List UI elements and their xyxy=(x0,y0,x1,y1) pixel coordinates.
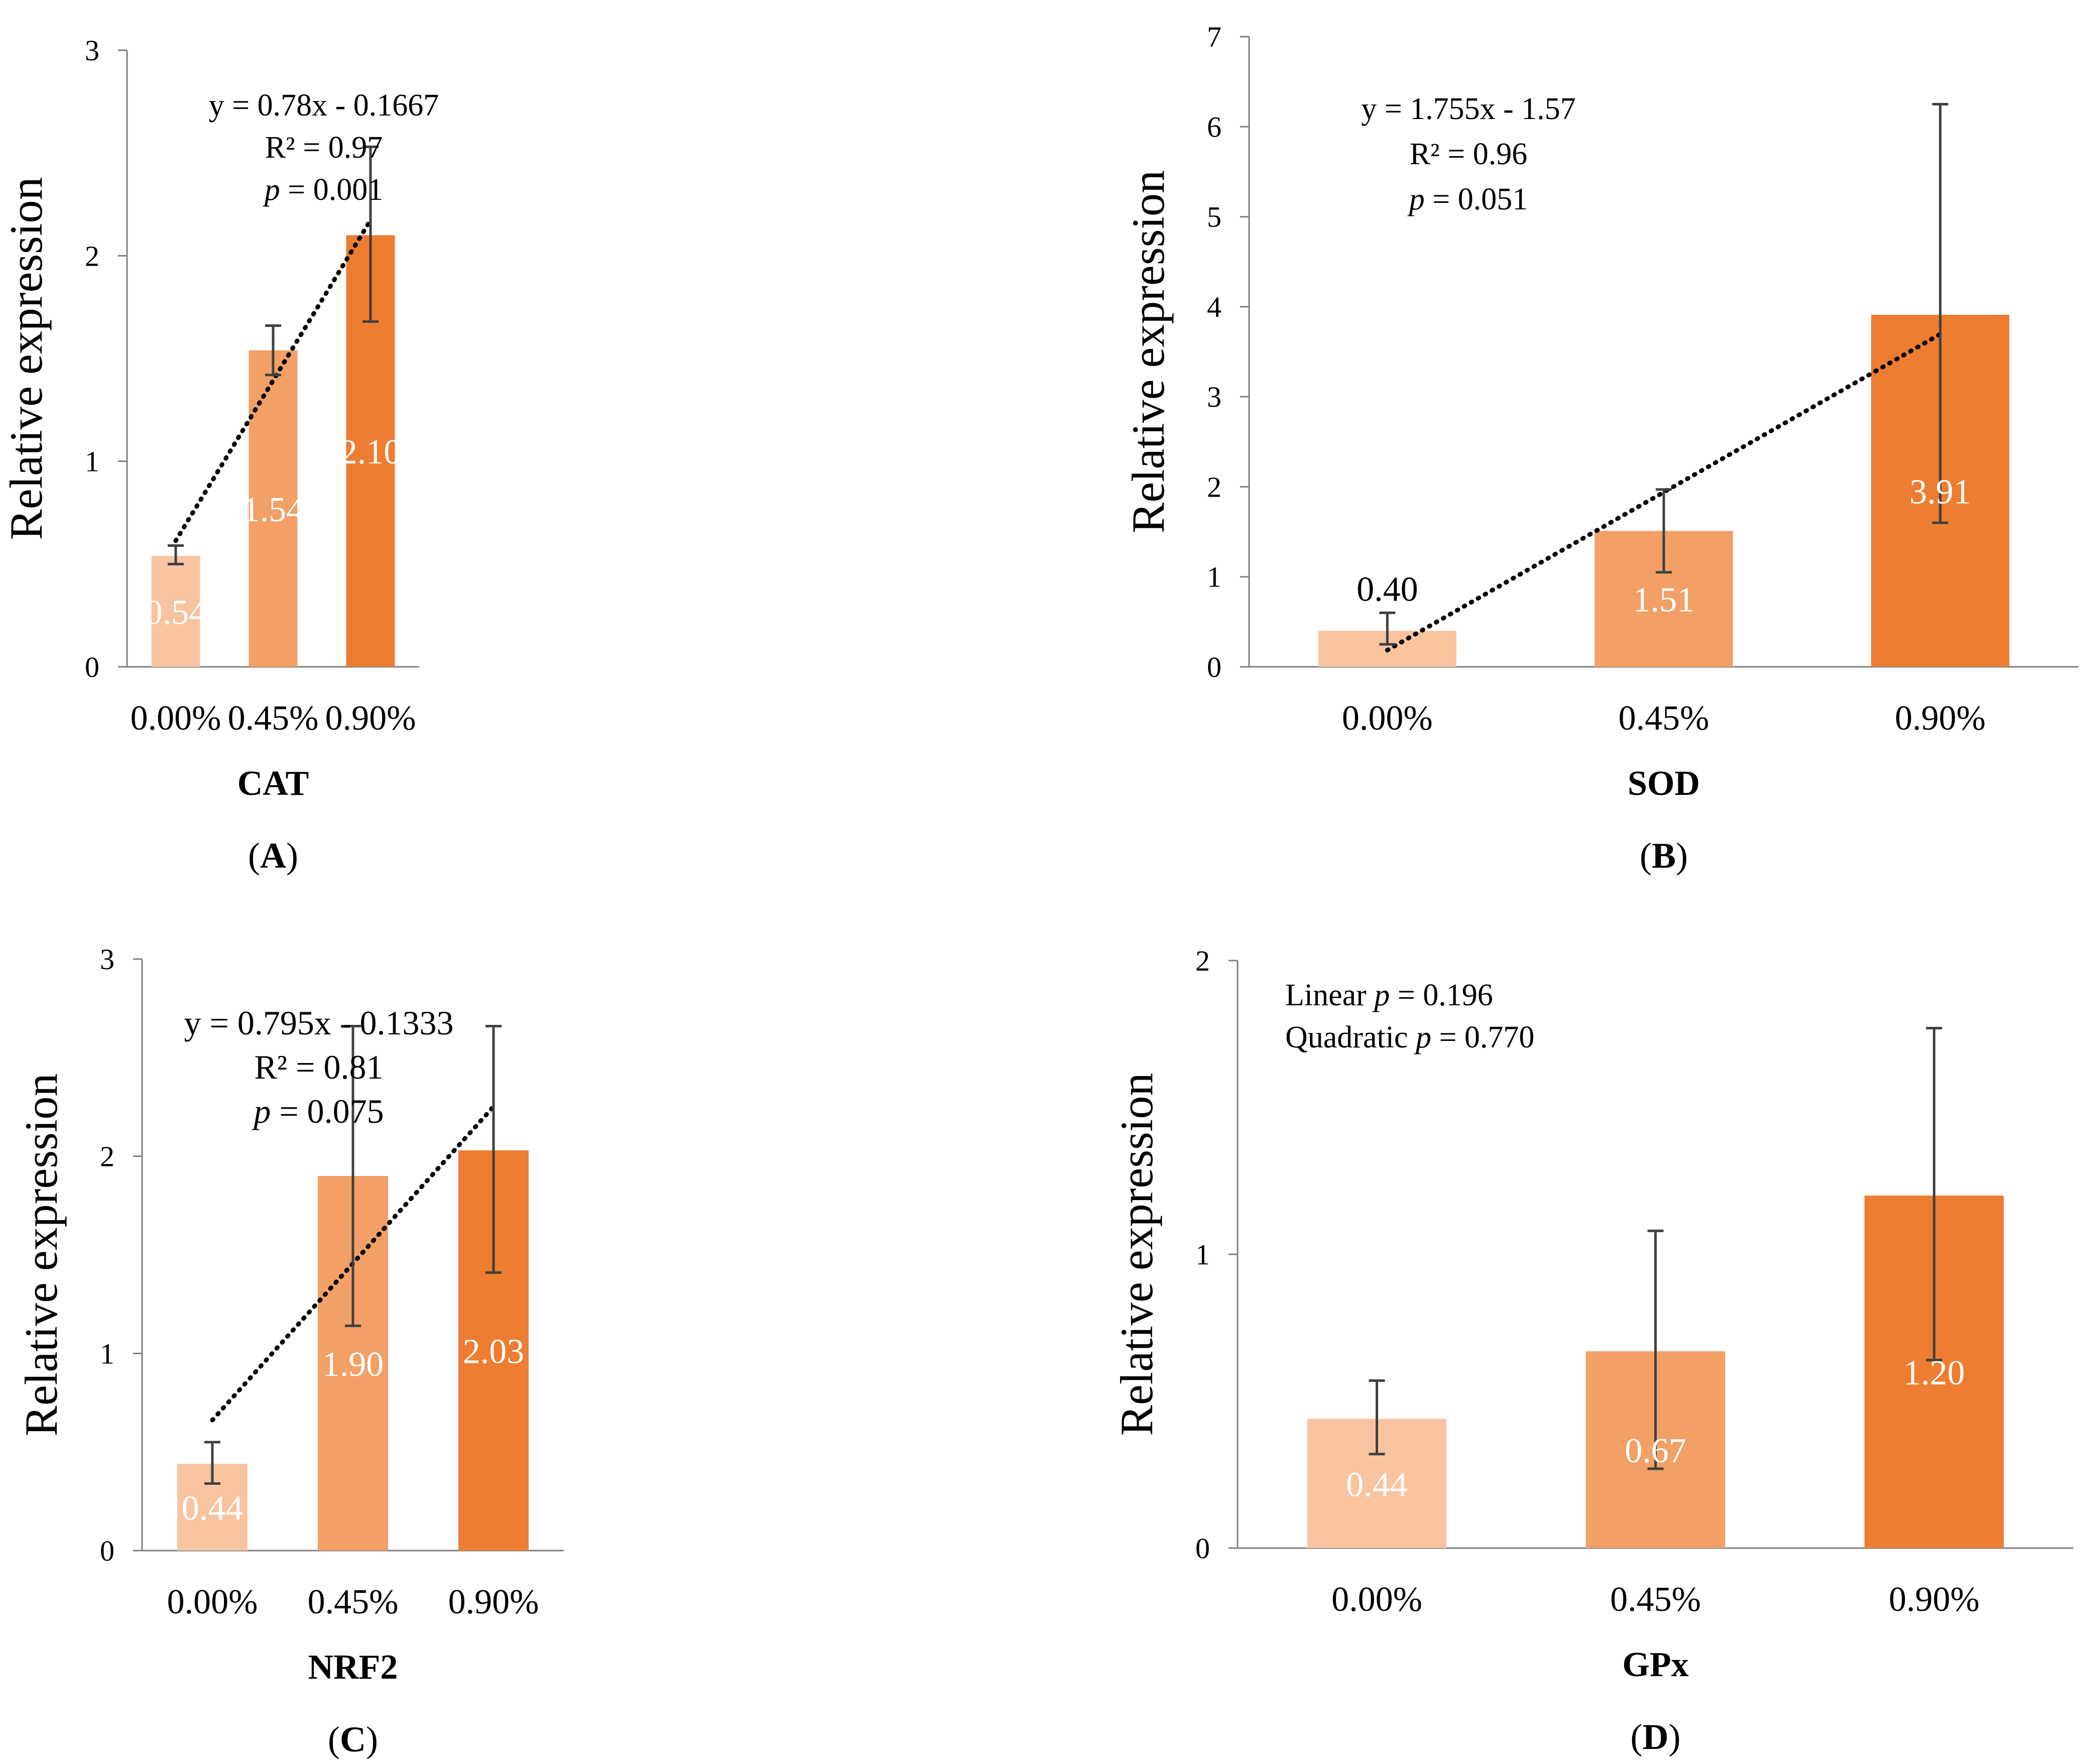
y-axis-title: Relative expression xyxy=(1111,1073,1162,1436)
panel-label: (B) xyxy=(1640,836,1688,876)
y-tick-label: 3 xyxy=(1207,381,1221,413)
y-tick-label: 2 xyxy=(1195,945,1210,977)
data-label: 1.51 xyxy=(1633,581,1695,620)
error-bar xyxy=(1369,1379,1385,1456)
x-tick-label: 0.45% xyxy=(228,699,319,738)
error-bar xyxy=(1379,611,1396,646)
y-tick-label: 5 xyxy=(1207,201,1221,233)
y-tick-label: 6 xyxy=(1207,110,1221,143)
error-bar xyxy=(345,1025,361,1327)
error-bar xyxy=(168,544,184,565)
y-axis-title: Relative expression xyxy=(1123,170,1174,533)
error-bar xyxy=(362,145,379,323)
y-tick-label: 7 xyxy=(1207,21,1221,53)
data-label: 2.03 xyxy=(463,1332,525,1371)
x-tick-label: 0.90% xyxy=(448,1583,539,1621)
panel-label: (A) xyxy=(248,836,298,876)
annotation: Quadratic p = 0.770 xyxy=(1285,1020,1534,1054)
annotation: Linear p = 0.196 xyxy=(1285,978,1493,1012)
annotation: p = 0.001 xyxy=(263,173,383,207)
data-label: 2.10 xyxy=(340,433,402,472)
data-label: 0.54 xyxy=(145,593,207,632)
bar xyxy=(151,555,200,667)
panel-label: (C) xyxy=(328,1719,378,1759)
y-axis-title: Relative expression xyxy=(1,177,52,540)
x-tick-label: 0.90% xyxy=(325,699,416,738)
chart-panel-c: 0 1 2 3 Relative expression 0.44 1.90 2.03 0.00%… xyxy=(16,943,564,1759)
error-bar xyxy=(265,324,281,377)
x-tick-label: 0.45% xyxy=(1619,699,1709,738)
y-tick-label: 3 xyxy=(85,34,99,67)
trendline xyxy=(173,217,373,543)
data-label: 0.44 xyxy=(1346,1465,1408,1504)
chart-panel-a: 0 1 2 3 Relative expression 0.54 1.54 2.10 0.00%… xyxy=(1,34,439,876)
data-label: 3.91 xyxy=(1909,473,1971,511)
x-tick-label: 0.90% xyxy=(1895,699,1986,738)
bar xyxy=(249,350,298,667)
x-tick-label: 0.00% xyxy=(1342,699,1433,738)
annotation: R² = 0.81 xyxy=(254,1048,383,1086)
y-tick-label: 0 xyxy=(1195,1532,1210,1565)
data-label: 0.40 xyxy=(1357,570,1418,609)
y-tick-label: 3 xyxy=(100,943,114,976)
x-axis-title: GPx xyxy=(1622,1645,1688,1684)
error-bar xyxy=(1932,102,1948,524)
annotation: p = 0.051 xyxy=(1407,182,1528,216)
annotation: R² = 0.96 xyxy=(1410,137,1527,171)
annotation: y = 0.795x - 0.1333 xyxy=(184,1004,454,1042)
y-tick-label: 2 xyxy=(1207,471,1221,503)
y-tick-label: 1 xyxy=(100,1337,114,1370)
data-label: 0.44 xyxy=(182,1489,243,1528)
data-label: 1.54 xyxy=(242,491,304,529)
error-bar xyxy=(204,1441,220,1485)
y-tick-label: 2 xyxy=(85,240,99,272)
data-label: 1.20 xyxy=(1903,1354,1965,1392)
trendline xyxy=(1385,332,1943,653)
data-label: 1.90 xyxy=(322,1345,384,1384)
x-axis-title: CAT xyxy=(237,764,309,803)
annotation: p = 0.075 xyxy=(252,1092,384,1130)
x-tick-label: 0.00% xyxy=(167,1583,258,1621)
y-tick-label: 1 xyxy=(85,445,99,478)
annotation: R² = 0.97 xyxy=(265,131,383,165)
error-bar xyxy=(485,1025,502,1274)
y-tick-label: 1 xyxy=(1207,561,1221,594)
y-tick-label: 0 xyxy=(85,651,99,683)
x-tick-label: 0.90% xyxy=(1889,1580,1980,1619)
panel-label: (D) xyxy=(1631,1717,1681,1757)
x-axis-title: NRF2 xyxy=(308,1648,398,1687)
y-tick-label: 4 xyxy=(1207,291,1221,323)
x-tick-label: 0.45% xyxy=(1610,1580,1701,1619)
x-axis-title: SOD xyxy=(1628,764,1700,803)
y-tick-label: 1 xyxy=(1195,1238,1210,1271)
error-bar xyxy=(1656,488,1672,574)
error-bar xyxy=(1647,1229,1664,1470)
data-label: 0.67 xyxy=(1625,1432,1686,1470)
annotation: y = 1.755x - 1.57 xyxy=(1361,92,1576,126)
y-tick-label: 0 xyxy=(100,1535,114,1567)
chart-panel-d: 0 1 2 Relative expression 0.44 0.67 1.20 0.00% 0… xyxy=(1111,945,2073,1757)
annotation: y = 0.78x - 0.1667 xyxy=(209,88,439,123)
y-tick-label: 0 xyxy=(1207,651,1221,683)
chart-panel-b: 0 1 2 3 4 5 6 7 Relative expression 0.40 1.51 3.91 0… xyxy=(1123,21,2078,876)
y-tick-label: 2 xyxy=(100,1140,114,1173)
y-axis-title: Relative expression xyxy=(16,1073,67,1436)
x-tick-label: 0.00% xyxy=(1331,1580,1422,1619)
error-bar xyxy=(1926,1027,1942,1362)
x-tick-label: 0.00% xyxy=(131,699,221,738)
x-tick-label: 0.45% xyxy=(308,1583,399,1621)
